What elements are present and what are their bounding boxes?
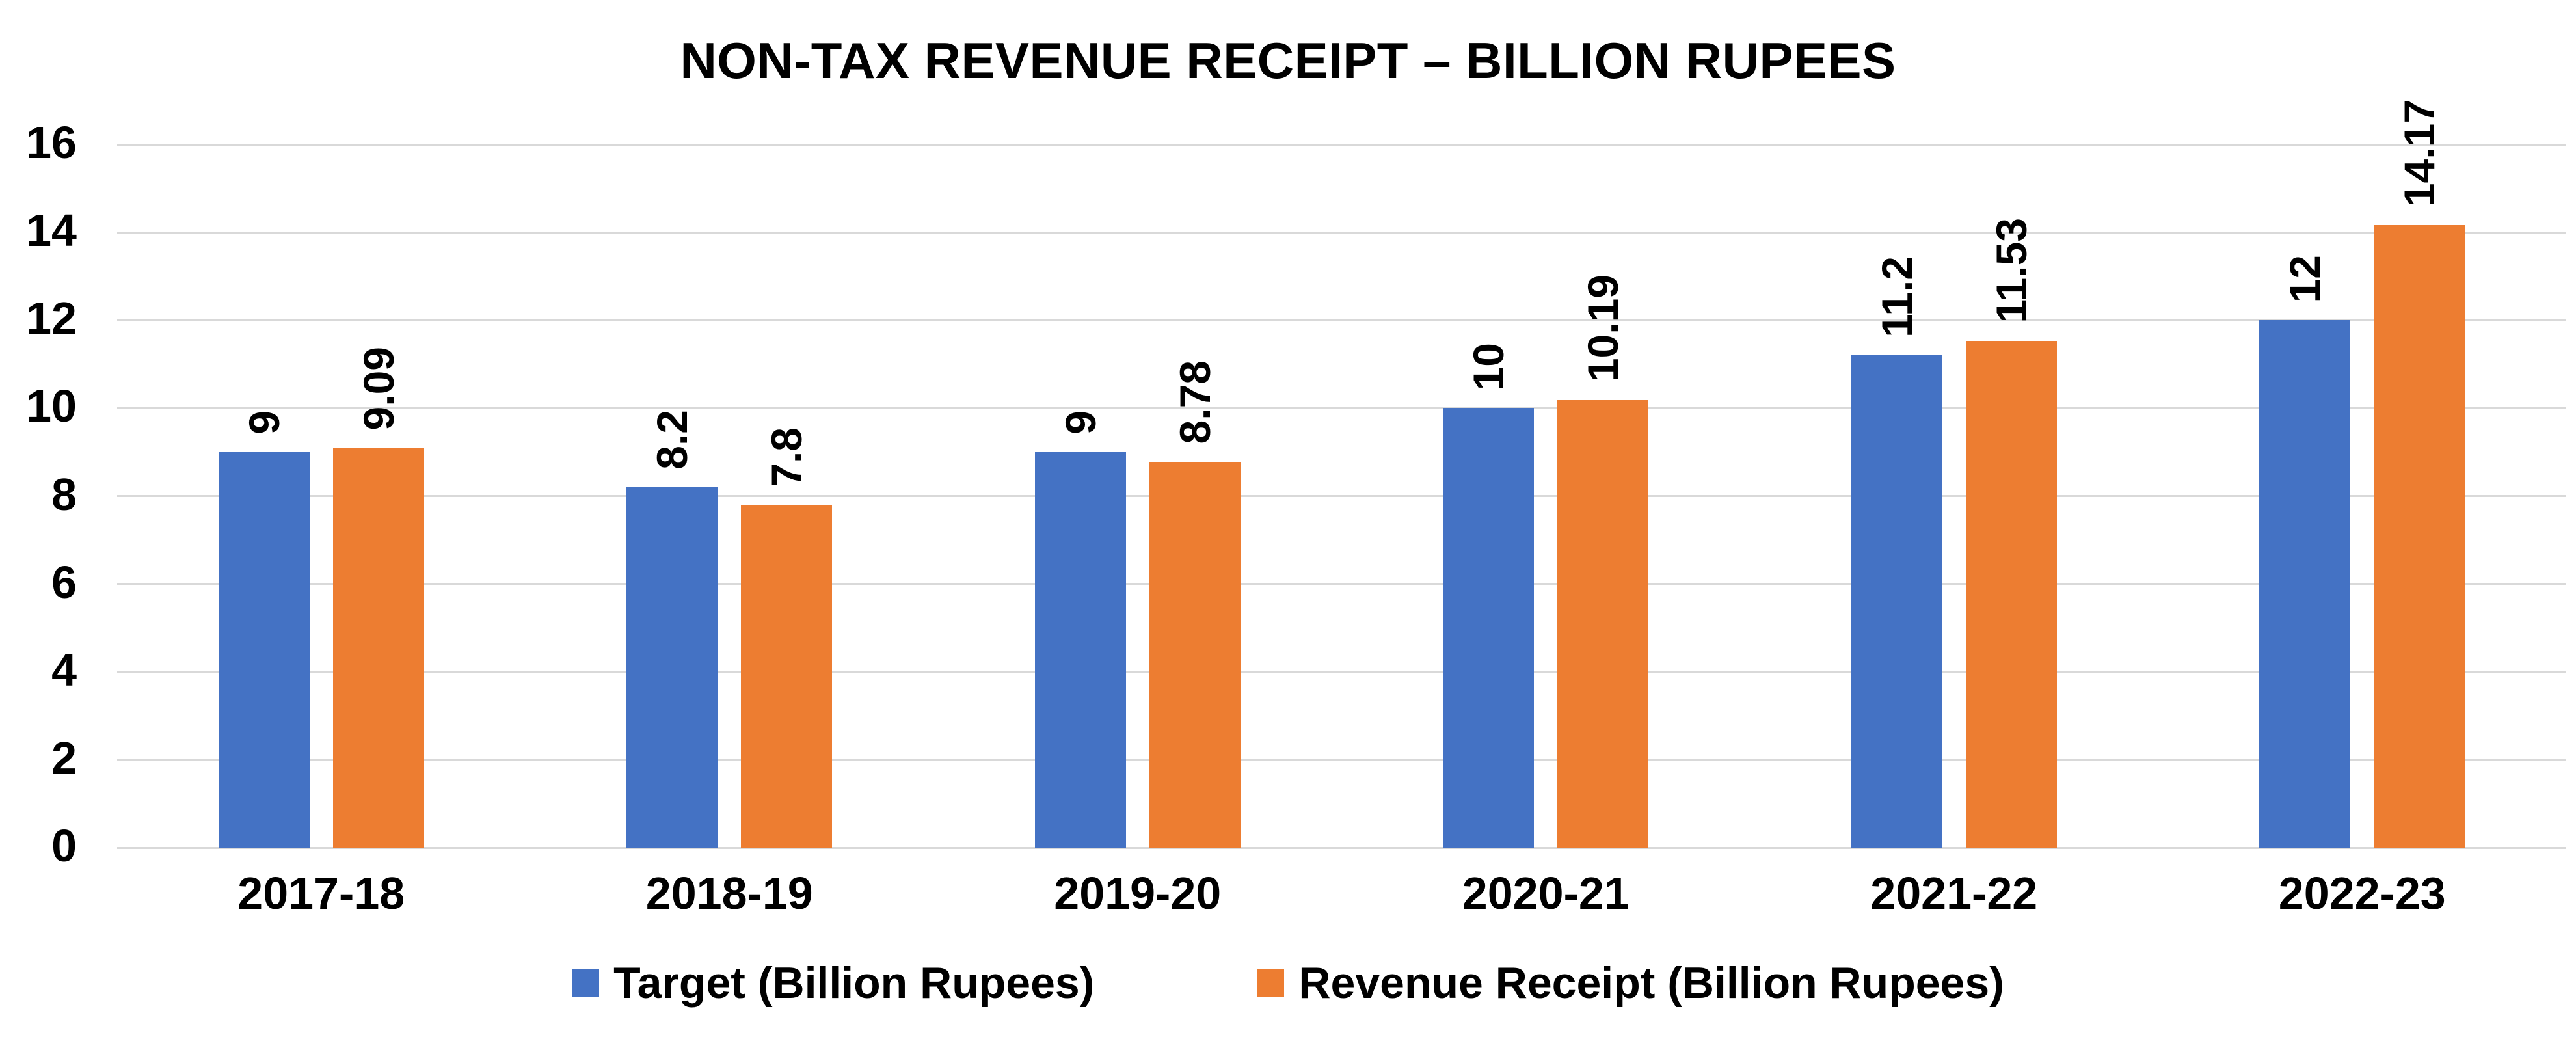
bar-value-label-receipt-2018-19: 7.8 bbox=[762, 427, 811, 488]
gridline-y-10 bbox=[117, 407, 2566, 409]
bar-value-label-target-2020-21: 10 bbox=[1464, 342, 1513, 391]
gridline-y-0 bbox=[117, 846, 2566, 849]
bar-value-label-receipt-2022-23: 14.17 bbox=[2395, 100, 2444, 208]
bar-value-label-receipt-2021-22: 11.53 bbox=[1987, 218, 2035, 324]
legend-marker-receipt bbox=[1257, 969, 1285, 997]
bar-receipt-2019-20 bbox=[1149, 461, 1241, 848]
y-tick-label-6: 6 bbox=[51, 556, 77, 608]
gridline-y-4 bbox=[117, 671, 2566, 673]
legend-item-target: Target (Billion Rupees) bbox=[572, 959, 1094, 1008]
gridline-y-14 bbox=[117, 231, 2566, 234]
gridline-y-16 bbox=[117, 143, 2566, 146]
bar-receipt-2022-23 bbox=[2374, 224, 2465, 848]
gridline-y-6 bbox=[117, 583, 2566, 586]
gridline-y-2 bbox=[117, 759, 2566, 761]
bar-value-label-target-2021-22: 11.2 bbox=[1872, 256, 1921, 338]
plot-area: 9 9.09 8.2 7.8 9 8.78 10 10.19 11.2 11.53 12 14.17 bbox=[117, 100, 2566, 849]
bar-value-label-target-2018-19: 8.2 bbox=[648, 410, 697, 470]
bar-value-label-target-2019-20: 9 bbox=[1056, 411, 1105, 435]
y-tick-label-10: 10 bbox=[26, 381, 77, 432]
bar-target-2019-20 bbox=[1034, 451, 1126, 848]
bar-value-label-receipt-2017-18: 9.09 bbox=[354, 347, 403, 431]
bar-target-2018-19 bbox=[626, 487, 718, 848]
y-tick-label-2: 2 bbox=[51, 733, 77, 784]
legend-label-target: Target (Billion Rupees) bbox=[613, 958, 1095, 1008]
bar-value-label-target-2022-23: 12 bbox=[2281, 254, 2329, 303]
legend-marker-target bbox=[572, 969, 600, 997]
legend-item-receipt: Revenue Receipt (Billion Rupees) bbox=[1257, 959, 2004, 1008]
bar-target-2022-23 bbox=[2259, 320, 2351, 848]
bar-target-2021-22 bbox=[1851, 355, 1942, 848]
y-tick-label-0: 0 bbox=[51, 820, 77, 872]
x-tick-label-2022-23: 2022-23 bbox=[2278, 868, 2446, 919]
bar-receipt-2017-18 bbox=[332, 448, 424, 848]
x-tick-label-2018-19: 2018-19 bbox=[645, 868, 813, 919]
y-tick-label-8: 8 bbox=[51, 468, 77, 520]
x-tick-label-2017-18: 2017-18 bbox=[237, 868, 405, 919]
y-axis: 0 2 4 6 8 10 12 14 16 bbox=[0, 120, 77, 868]
bar-receipt-2021-22 bbox=[1965, 341, 2057, 848]
gridline-y-12 bbox=[117, 319, 2566, 321]
bar-receipt-2018-19 bbox=[741, 505, 833, 848]
legend-label-receipt: Revenue Receipt (Billion Rupees) bbox=[1298, 958, 2004, 1008]
gridline-y-8 bbox=[117, 495, 2566, 497]
bar-target-2017-18 bbox=[218, 451, 310, 848]
y-tick-label-12: 12 bbox=[26, 293, 77, 344]
chart-title: NON-TAX REVENUE RECEIPT – BILLION RUPEES bbox=[680, 32, 1896, 89]
bar-receipt-2020-21 bbox=[1557, 399, 1649, 848]
legend: Target (Billion Rupees) Revenue Receipt (… bbox=[0, 959, 2576, 1008]
y-tick-label-16: 16 bbox=[26, 117, 77, 168]
bar-value-label-receipt-2020-21: 10.19 bbox=[1579, 275, 1628, 383]
bar-target-2020-21 bbox=[1443, 408, 1535, 848]
x-tick-label-2020-21: 2020-21 bbox=[1462, 868, 1630, 919]
bar-value-label-target-2017-18: 9 bbox=[239, 411, 288, 435]
x-tick-label-2019-20: 2019-20 bbox=[1054, 868, 1222, 919]
x-axis: 2017-18 2018-19 2019-20 2020-21 2021-22 2022-… bbox=[117, 870, 2566, 929]
bar-value-label-receipt-2019-20: 8.78 bbox=[1170, 360, 1219, 444]
y-tick-label-4: 4 bbox=[51, 644, 77, 695]
x-tick-label-2021-22: 2021-22 bbox=[1870, 868, 2038, 919]
y-tick-label-14: 14 bbox=[26, 205, 77, 256]
